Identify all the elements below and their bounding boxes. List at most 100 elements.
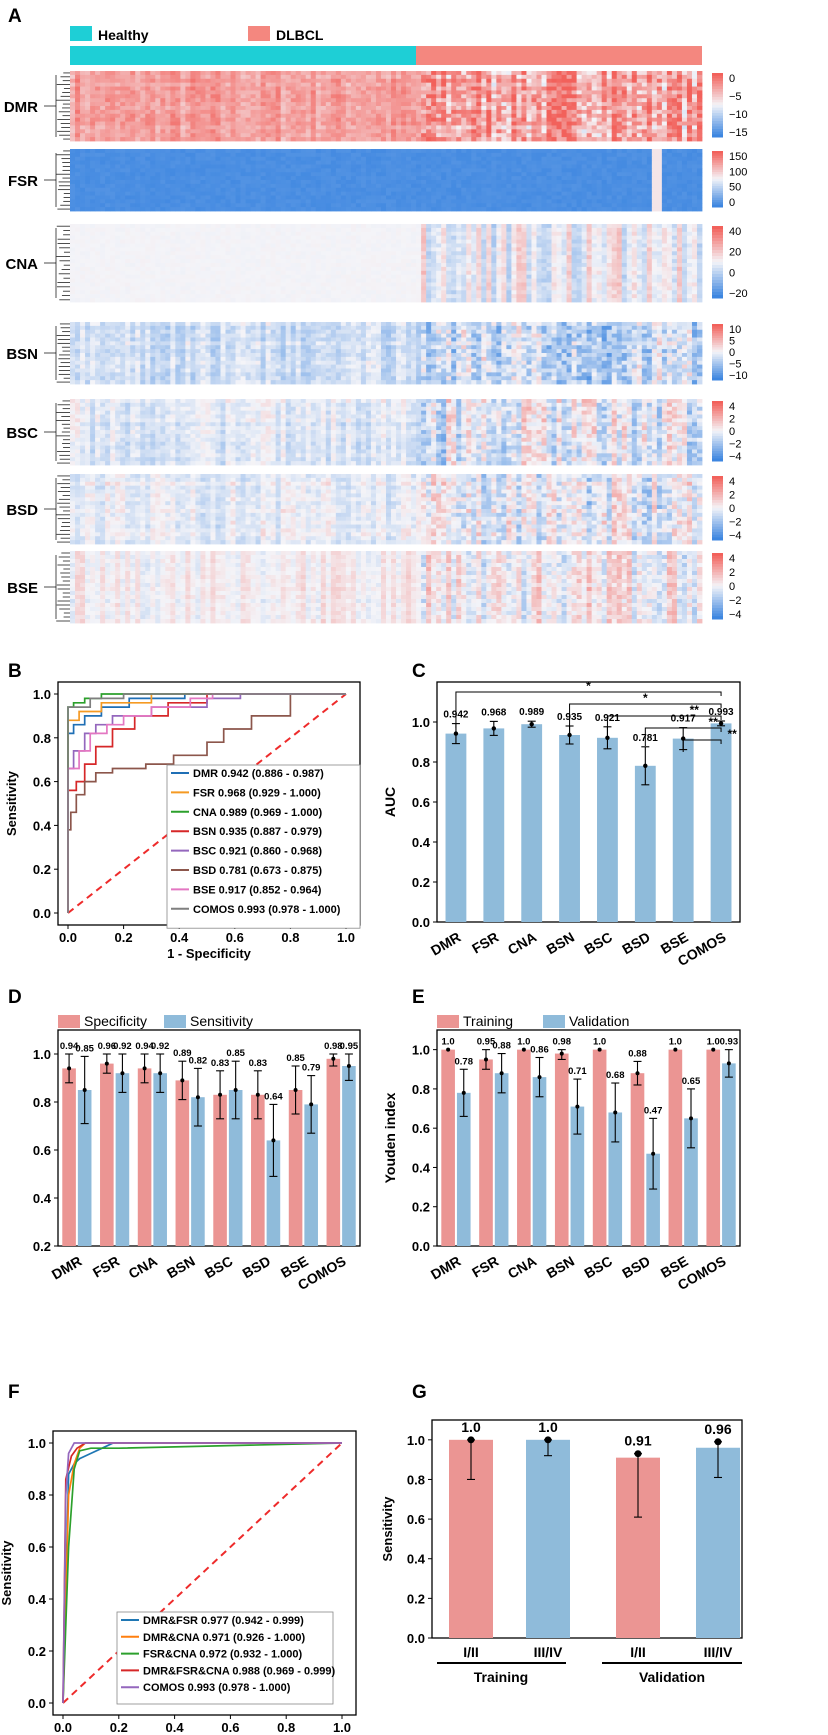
colorbar-step [712,107,723,111]
heatmap-cell [205,168,211,173]
heatmap-cell [401,172,407,177]
heatmap-cell [621,199,628,204]
heatmap-cell [536,82,542,87]
heatmap-cell [245,125,251,130]
dendrogram-dmr [44,72,70,140]
heatmap-cell [145,164,151,169]
heatmap-cell [250,90,256,95]
heatmap-cell [350,137,357,142]
heatmap-cell [691,207,698,212]
heatmap-cell [145,231,151,237]
heatmap-cell [521,227,527,233]
heatmap-cell [506,106,512,111]
heatmap-cell [626,133,633,138]
heatmap-cell [145,203,151,208]
heatmap-cell [386,235,392,240]
heatmap-cell [496,125,502,130]
heatmap-cell [551,176,557,181]
heatmap-cell [295,152,302,158]
heatmap-cell [641,117,648,122]
colorbar-step [712,134,723,138]
heatmap-cell [275,239,282,244]
heatmap-cell [401,203,407,208]
heatmap-cell [696,199,703,204]
heatmap-cell [576,94,583,99]
heatmap-cell [586,195,593,200]
heatmap-cell [551,133,557,138]
heatmap-cell [551,183,557,189]
heatmap-cell [416,133,422,138]
heatmap-cell [511,137,517,142]
heatmap-cell [691,117,698,122]
heatmap-cell [631,133,638,138]
heatmap-cell [335,117,342,122]
heatmap-cell [516,133,522,138]
heatmap-cell [681,203,688,208]
heatmap-cell [626,224,633,229]
heatmap-cell [631,160,638,165]
heatmap-cell [466,149,472,154]
heatmap-cell [130,137,136,142]
heatmap-cell [531,187,537,193]
heatmap-cell [305,203,312,208]
heatmap-cell [90,199,96,204]
heatmap-cell [461,137,467,142]
heatmap-cell [471,90,477,95]
heatmap-cell [260,239,267,244]
heatmap-cell [230,183,236,189]
heatmap-cell [270,82,277,87]
heatmap-cell [260,207,267,212]
heatmap-cell [90,78,96,84]
heatmap-cell [551,180,557,185]
heatmap-cell [626,183,633,189]
heatmap-cell [621,172,628,177]
heatmap-cell [556,176,562,181]
heatmap-cell [416,195,422,200]
heatmap-cell [586,176,593,181]
heatmap-cell [180,195,186,200]
heatmap-cell [641,137,648,142]
heatmap-cell [646,183,653,189]
heatmap-cell [180,183,186,189]
heatmap-cell [80,191,86,196]
heatmap-cell [315,113,322,119]
heatmap-cell [501,94,507,99]
heatmap-cell [345,71,352,76]
heatmap-cell [380,113,387,119]
heatmap-cell [476,164,482,169]
heatmap-cell [436,129,442,134]
heatmap-cell [686,235,693,240]
heatmap-cell [551,168,557,173]
heatmap-cell [330,183,337,189]
heatmap-cell [476,168,482,173]
heatmap-cell [75,224,81,229]
heatmap-cell [80,199,86,204]
heatmap-cell [345,102,352,107]
heatmap-cell [235,239,241,244]
heatmap-cell [245,74,251,80]
heatmap-cell [330,203,337,208]
heatmap-cell [300,187,307,193]
heatmap-cell [180,180,186,185]
heatmap-cell [556,168,562,173]
heatmap-cell [541,113,547,119]
heatmap-cell [666,106,673,111]
heatmap-cell [255,156,262,162]
heatmap-cell [466,187,472,193]
heatmap-cell [611,117,618,122]
heatmap-cell [416,82,422,87]
heatmap-cell [200,168,206,173]
heatmap-cell [401,183,407,189]
heatmap-cell [606,109,613,115]
heatmap-cell [220,149,226,154]
heatmap-cell [95,106,101,111]
heatmap-cell [651,172,658,177]
heatmap-cell [456,109,462,115]
heatmap-cell [70,231,76,237]
heatmap-cell [135,149,141,154]
heatmap-cell [656,121,663,126]
heatmap-cell [225,168,231,173]
heatmap-cell [335,168,342,173]
heatmap-cell [411,71,417,76]
heatmap-cell [245,207,251,212]
